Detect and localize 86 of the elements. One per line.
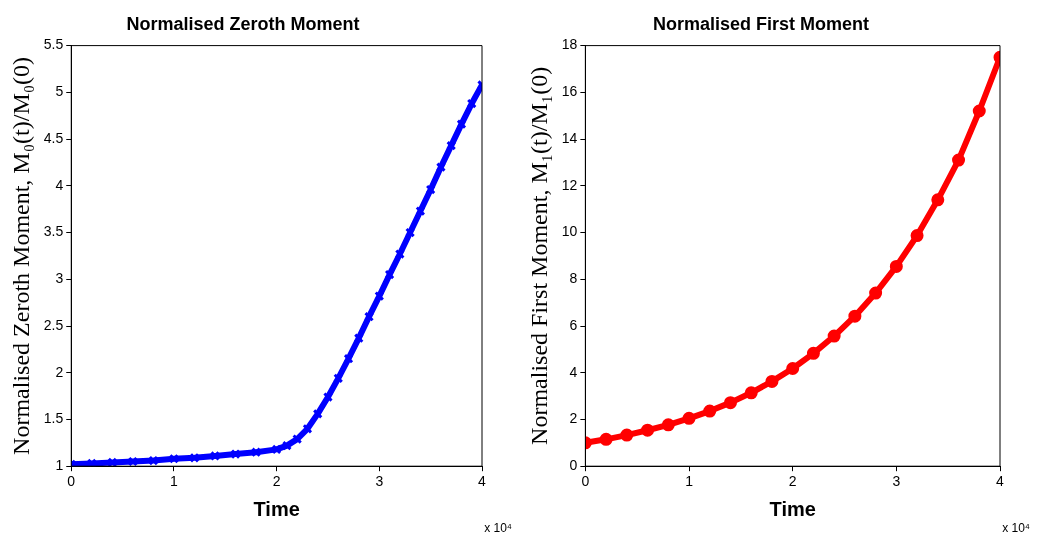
point <box>682 411 696 425</box>
point <box>661 418 675 432</box>
point <box>806 346 820 360</box>
point <box>86 458 97 467</box>
point <box>209 450 221 461</box>
y-axis-title: Normalised Zeroth Moment, M₀(t)/M₀(0) <box>7 56 34 455</box>
point <box>599 432 613 446</box>
point <box>394 249 405 260</box>
point <box>230 449 241 460</box>
point <box>435 162 446 173</box>
point <box>425 184 436 195</box>
y-tick-label: 2 <box>569 410 578 427</box>
y-tick-label: 4.5 <box>43 129 64 146</box>
point <box>343 353 354 364</box>
point <box>952 153 966 167</box>
point <box>312 408 323 419</box>
x-tick-label: 0 <box>581 473 590 490</box>
text: x 10⁴ <box>484 521 512 535</box>
text: x 10⁴ <box>1002 521 1030 535</box>
point <box>281 440 292 451</box>
y-tick-label: 10 <box>561 223 578 240</box>
point <box>292 434 303 445</box>
point <box>889 259 903 273</box>
x-tick-label: 2 <box>272 473 281 490</box>
point <box>744 386 758 400</box>
chart-title: Normalised Zeroth Moment <box>126 13 360 34</box>
point <box>620 428 634 442</box>
y-tick-label: 2.5 <box>43 316 64 333</box>
x-tick-label: 1 <box>685 473 694 490</box>
x-tick-label: 4 <box>478 473 487 490</box>
point <box>405 227 416 238</box>
point <box>168 453 179 464</box>
point <box>148 455 159 466</box>
y-tick-label: 14 <box>561 129 578 146</box>
y-tick-label: 4 <box>55 176 64 193</box>
point <box>251 447 262 458</box>
point <box>333 373 344 384</box>
point <box>786 362 800 376</box>
y-tick-label: 18 <box>561 36 578 53</box>
point <box>384 269 395 280</box>
x-axis-title: Time <box>769 497 816 520</box>
point <box>189 452 200 463</box>
y-tick-label: 1 <box>55 457 64 474</box>
y-tick-label: 2 <box>55 363 64 380</box>
y-tick-label: 5 <box>55 83 64 100</box>
point <box>641 423 655 437</box>
point <box>765 374 779 388</box>
x-tick-label: 2 <box>788 473 797 490</box>
y-tick-label: 5.5 <box>43 36 64 53</box>
point <box>374 291 385 302</box>
y-tick-label: 6 <box>569 316 578 333</box>
x-axis-title: Time <box>253 497 300 520</box>
point <box>827 329 841 343</box>
y-tick-label: 8 <box>569 270 578 287</box>
chart-title: Normalised First Moment <box>652 13 870 34</box>
y-tick-label: 16 <box>561 83 578 100</box>
x-tick-label: 0 <box>67 473 76 490</box>
point <box>848 309 862 323</box>
point <box>107 457 118 467</box>
y-tick-label: 4 <box>569 363 578 380</box>
point <box>322 392 334 403</box>
point <box>271 444 282 455</box>
x-tick-label: 1 <box>170 473 179 490</box>
point <box>466 98 477 109</box>
y-tick-label: 12 <box>561 176 578 193</box>
point <box>723 396 737 410</box>
point <box>302 423 313 434</box>
point <box>415 206 426 217</box>
point <box>972 104 986 118</box>
point <box>353 333 364 344</box>
point <box>456 119 467 130</box>
x-tick-label: 3 <box>375 473 384 490</box>
point <box>931 193 945 207</box>
x-tick-label: 3 <box>892 473 901 490</box>
x-tick-label: 4 <box>996 473 1005 490</box>
y-tick-label: 1.5 <box>43 410 64 427</box>
point <box>364 311 375 322</box>
point <box>127 456 138 467</box>
point <box>869 286 883 300</box>
point <box>446 140 457 151</box>
y-tick-label: 3 <box>55 270 64 287</box>
y-tick-label: 3.5 <box>43 223 64 240</box>
y-axis-title: Normalised First Moment, M₁(t)/M₁(0) <box>525 66 552 445</box>
point <box>910 229 924 243</box>
point <box>703 404 717 418</box>
y-tick-label: 0 <box>569 457 578 474</box>
